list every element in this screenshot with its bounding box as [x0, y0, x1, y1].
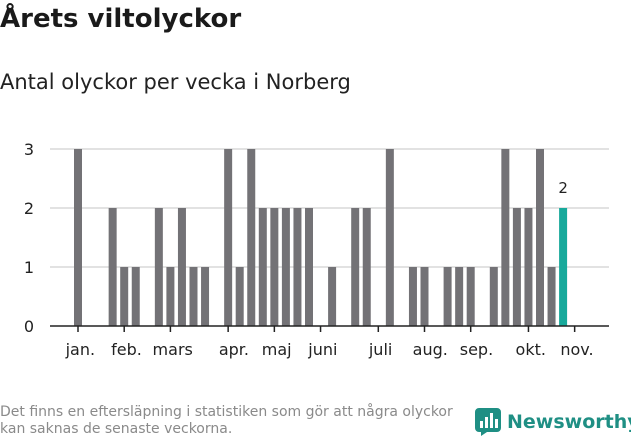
chart-title: Årets viltolyckor	[0, 4, 242, 34]
bar	[74, 149, 82, 326]
x-tick-label: maj	[262, 340, 292, 359]
bar	[189, 267, 198, 326]
bar	[247, 149, 256, 326]
data-label: 2	[558, 179, 568, 197]
bar	[536, 149, 544, 326]
y-axis-labels: 0 1 2 3	[24, 140, 34, 336]
bar	[201, 267, 210, 326]
bar	[512, 208, 521, 326]
x-tick-label: juni	[307, 340, 337, 359]
bar	[120, 267, 129, 326]
bar	[224, 149, 233, 326]
bar	[235, 267, 244, 326]
bar	[362, 208, 371, 326]
bar	[466, 267, 475, 326]
y-tick-label: 3	[24, 140, 34, 159]
x-tick-label: mars	[153, 340, 193, 359]
footnote: Det finns en eftersläpning i statistiken…	[0, 404, 453, 437]
bar	[420, 267, 429, 326]
chart-subtitle: Antal olyckor per vecka i Norberg	[0, 70, 351, 94]
bar	[351, 208, 360, 326]
bar	[328, 267, 337, 326]
newsworthy-logo-icon	[475, 408, 501, 436]
bar	[258, 208, 267, 326]
bar	[154, 208, 163, 326]
bar	[108, 208, 117, 326]
brand-logo[interactable]: Newsworthy	[475, 408, 631, 436]
bar-highlight	[559, 208, 568, 326]
bar	[443, 267, 452, 326]
bar	[408, 267, 417, 326]
bar	[524, 208, 533, 326]
bar	[293, 208, 302, 326]
bar	[455, 267, 464, 326]
bars: 2	[74, 149, 568, 326]
y-tick-label: 0	[24, 317, 34, 336]
y-tick-label: 1	[24, 258, 34, 277]
bar-chart: 0 1 2 3 2 jan. feb. mars apr. maj juni juli aug. se…	[24, 140, 609, 359]
x-tick-label: apr.	[219, 340, 249, 359]
x-tick-label: jan.	[65, 340, 95, 359]
bar	[489, 267, 498, 326]
x-tick-label: nov.	[560, 340, 593, 359]
bar	[166, 267, 175, 326]
x-axis	[50, 325, 609, 332]
bar	[305, 208, 313, 326]
bar	[270, 208, 279, 326]
bar	[385, 149, 394, 326]
brand-name: Newsworthy	[507, 411, 631, 433]
bar	[501, 149, 510, 326]
y-tick-label: 2	[24, 199, 34, 218]
bar	[281, 208, 290, 326]
bar	[177, 208, 186, 326]
x-axis-labels: jan. feb. mars apr. maj juni juli aug. sep. okt. n…	[65, 340, 594, 359]
x-tick-label: okt.	[516, 340, 546, 359]
x-tick-label: aug.	[413, 340, 448, 359]
bar	[131, 267, 140, 326]
x-tick-label: juli	[368, 340, 392, 359]
bar	[547, 267, 556, 326]
x-tick-label: feb.	[111, 340, 142, 359]
x-tick-label: sep.	[460, 340, 493, 359]
